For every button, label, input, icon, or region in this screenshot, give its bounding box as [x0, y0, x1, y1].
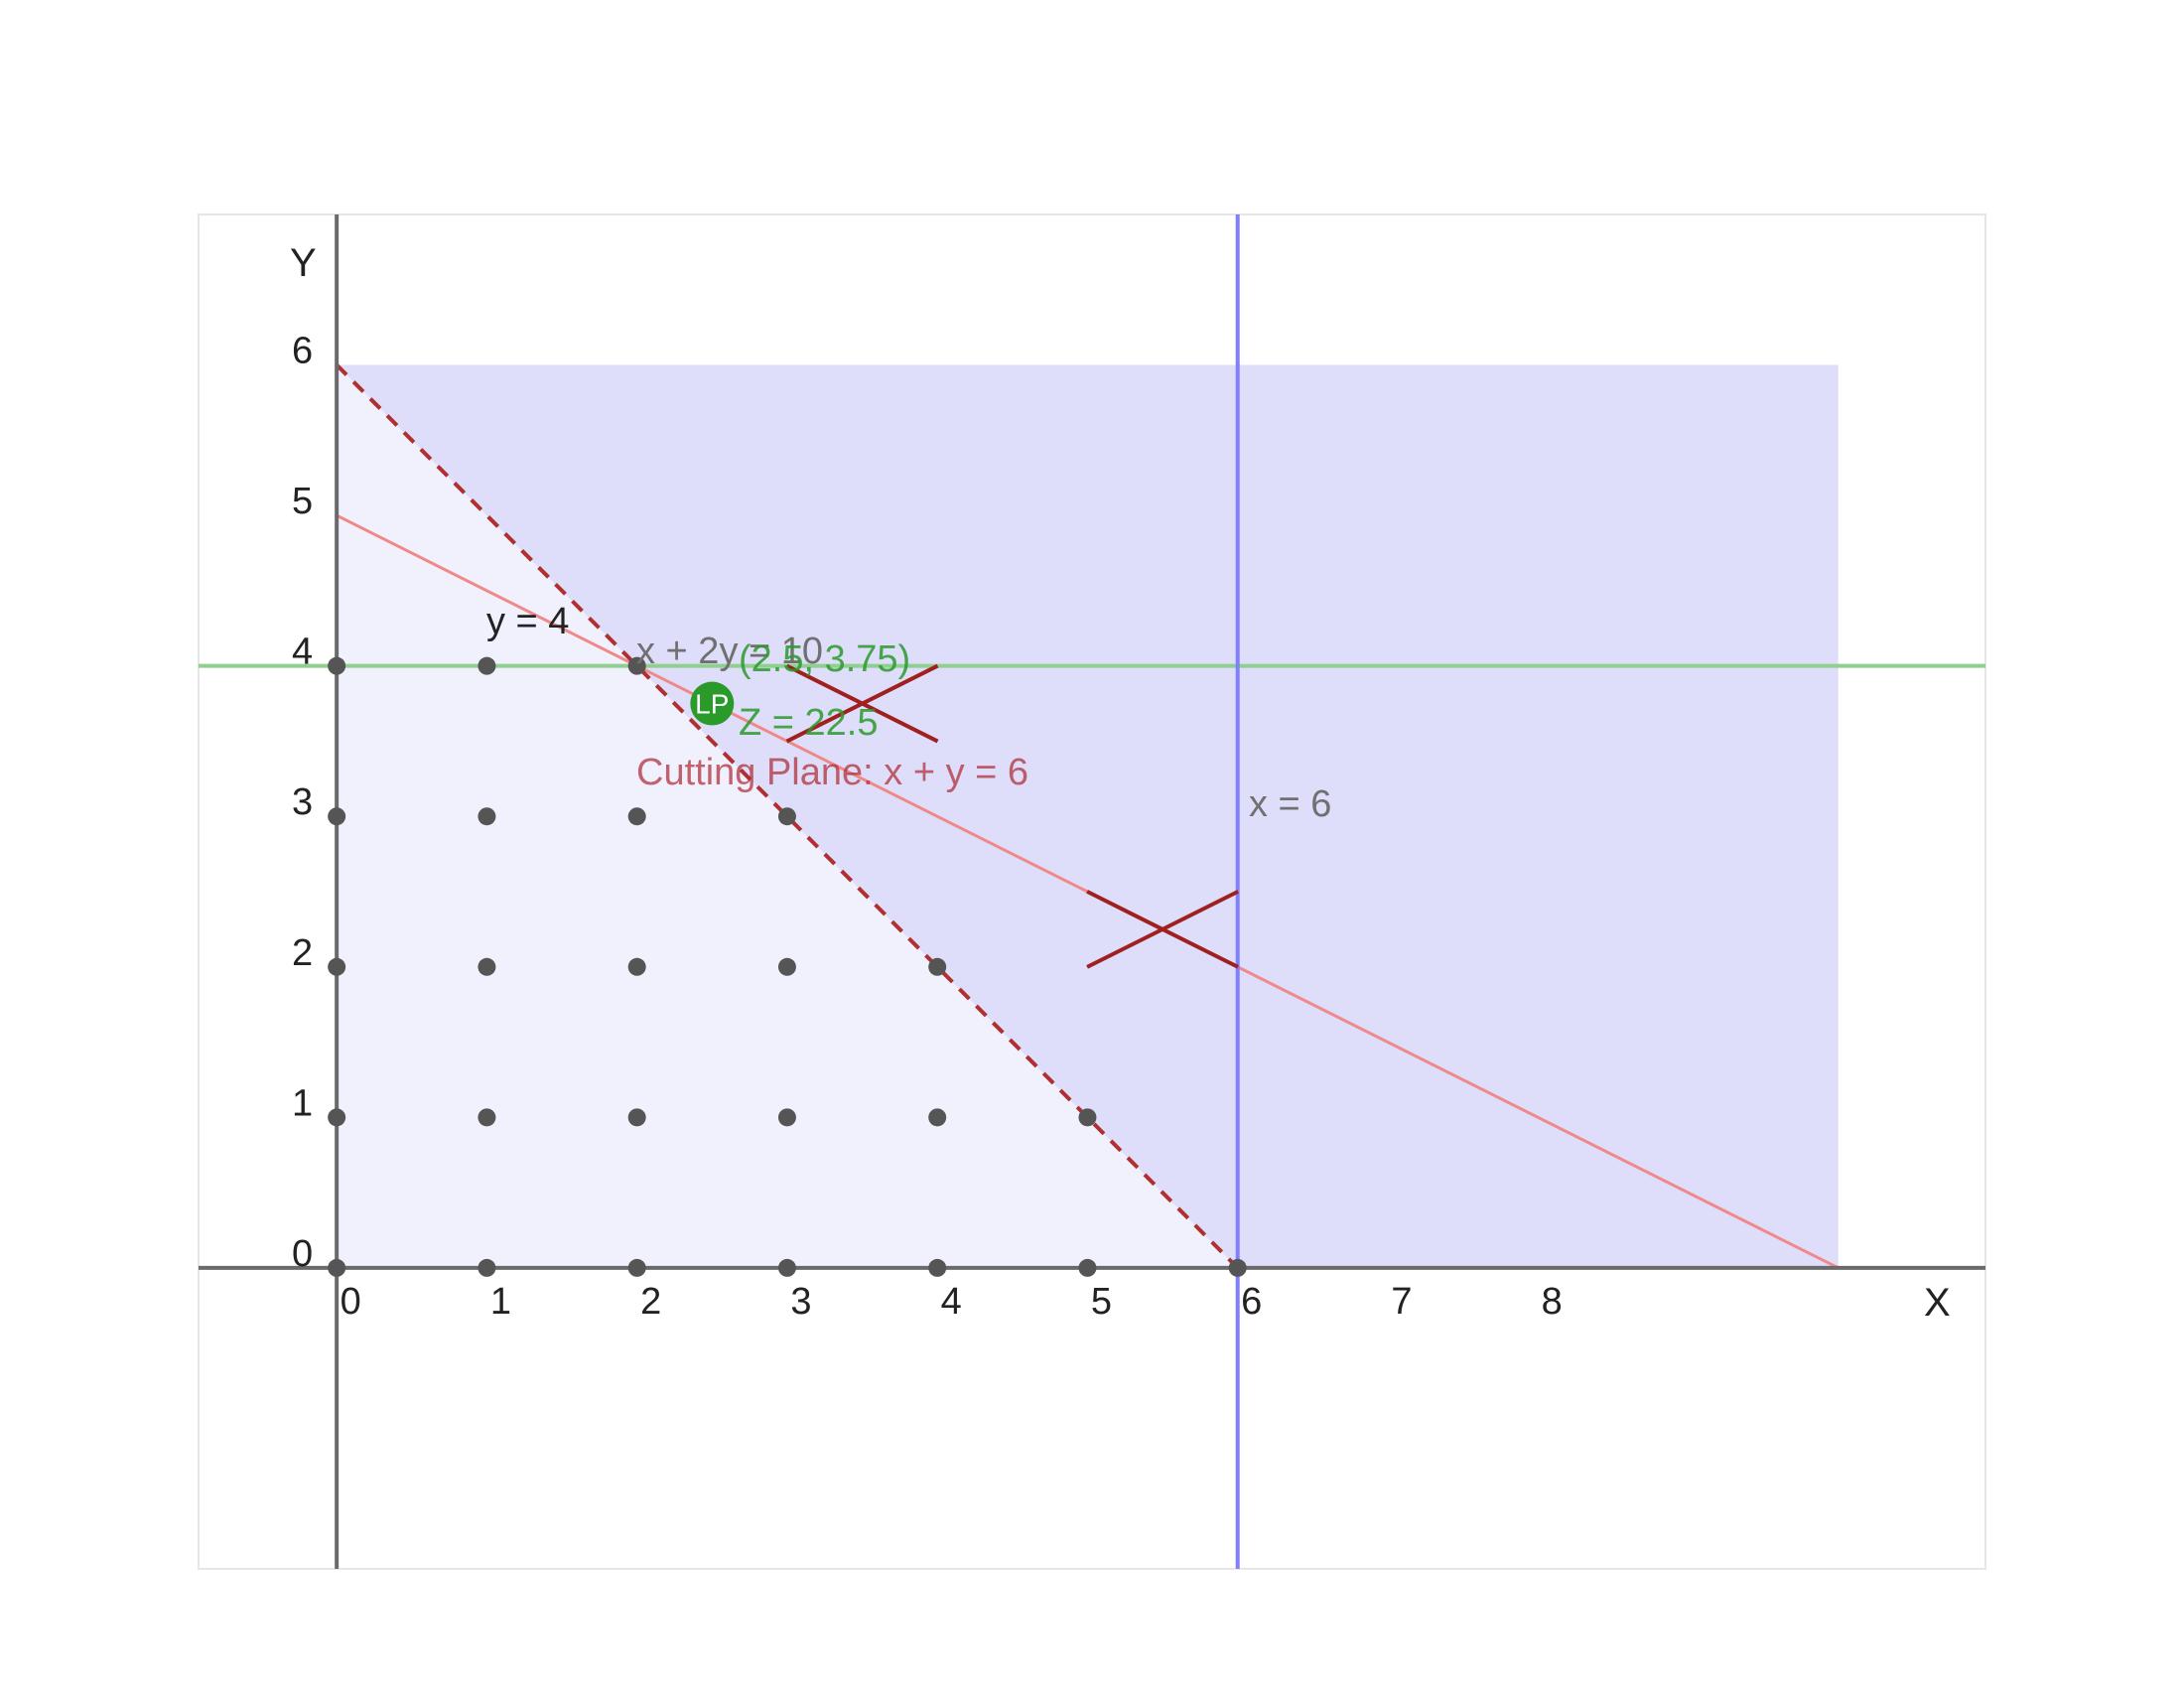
integer-point	[328, 656, 346, 675]
lp-objective-label: Z = 22.5	[739, 702, 878, 744]
axes-layer: 0 1 2 3 4 5 6 7 8 0 1 2 3 4 5 6	[199, 214, 1985, 1569]
cut-markers-layer	[785, 663, 1239, 969]
integer-point	[627, 807, 646, 826]
cutting-plane-label: Cutting Plane: x + y = 6	[636, 752, 1028, 793]
cut-marker-stroke	[1086, 890, 1239, 969]
lp-optimum-badge: LP	[695, 689, 729, 720]
integer-point	[478, 1258, 496, 1277]
integer-point	[478, 1108, 496, 1127]
integer-point	[777, 1108, 796, 1127]
integer-point	[328, 807, 346, 826]
integer-point	[777, 1258, 796, 1277]
y-tick-label: 2	[292, 932, 313, 974]
x-eq-6-label: x = 6	[1249, 783, 1331, 825]
integer-point	[627, 957, 646, 976]
integer-points-layer	[328, 656, 1247, 1277]
integer-point	[1228, 1258, 1247, 1277]
y-tick-label: 3	[292, 781, 313, 823]
x-tick-label: 0	[341, 1281, 361, 1323]
x-tick-label: 2	[640, 1281, 661, 1323]
x-tick-label: 5	[1091, 1281, 1112, 1323]
integer-point	[627, 656, 646, 675]
x-axis-label: X	[1924, 1281, 1951, 1325]
x-tick-label: 1	[490, 1281, 511, 1323]
x-tick-label: 7	[1391, 1281, 1412, 1323]
integer-point	[627, 1108, 646, 1127]
integer-point	[328, 1258, 346, 1277]
integer-point	[1078, 1258, 1097, 1277]
labels-layer: Y X y = 4 x = 6 x + 2y = 10 Cutting Plan…	[290, 241, 1951, 1325]
lp-optimum-dot	[690, 681, 735, 726]
y-axis-label: Y	[290, 241, 317, 285]
y-eq-4-label: y = 4	[486, 601, 569, 642]
integer-point	[928, 1108, 947, 1127]
x-tick-label: 3	[790, 1281, 811, 1323]
x-plus-2y-label: x + 2y = 10	[636, 631, 823, 672]
integer-point	[627, 1258, 646, 1277]
integer-point	[328, 1108, 346, 1127]
integer-point	[328, 957, 346, 976]
integer-point	[928, 957, 947, 976]
integer-point	[1078, 1108, 1097, 1127]
regions-layer	[337, 364, 1839, 1268]
integer-point	[478, 807, 496, 826]
integer-point	[478, 656, 496, 675]
y-tick-label: 0	[292, 1233, 313, 1275]
integer-point	[478, 957, 496, 976]
y-tick-label: 6	[292, 331, 313, 372]
lp-optimum-coords-label: (2.5, 3.75)	[739, 638, 910, 680]
integer-point	[928, 1258, 947, 1277]
y-tick-label: 4	[292, 632, 313, 673]
integer-point	[777, 957, 796, 976]
x-tick-label: 6	[1241, 1281, 1262, 1323]
cut-marker-stroke	[785, 663, 939, 744]
y-tick-label: 5	[292, 481, 313, 522]
lp-optimum-point: LP	[690, 681, 735, 726]
y-tick-label: 1	[292, 1082, 313, 1124]
x-tick-label: 8	[1542, 1281, 1563, 1323]
x-tick-label: 4	[941, 1281, 962, 1323]
integer-point	[777, 807, 796, 826]
